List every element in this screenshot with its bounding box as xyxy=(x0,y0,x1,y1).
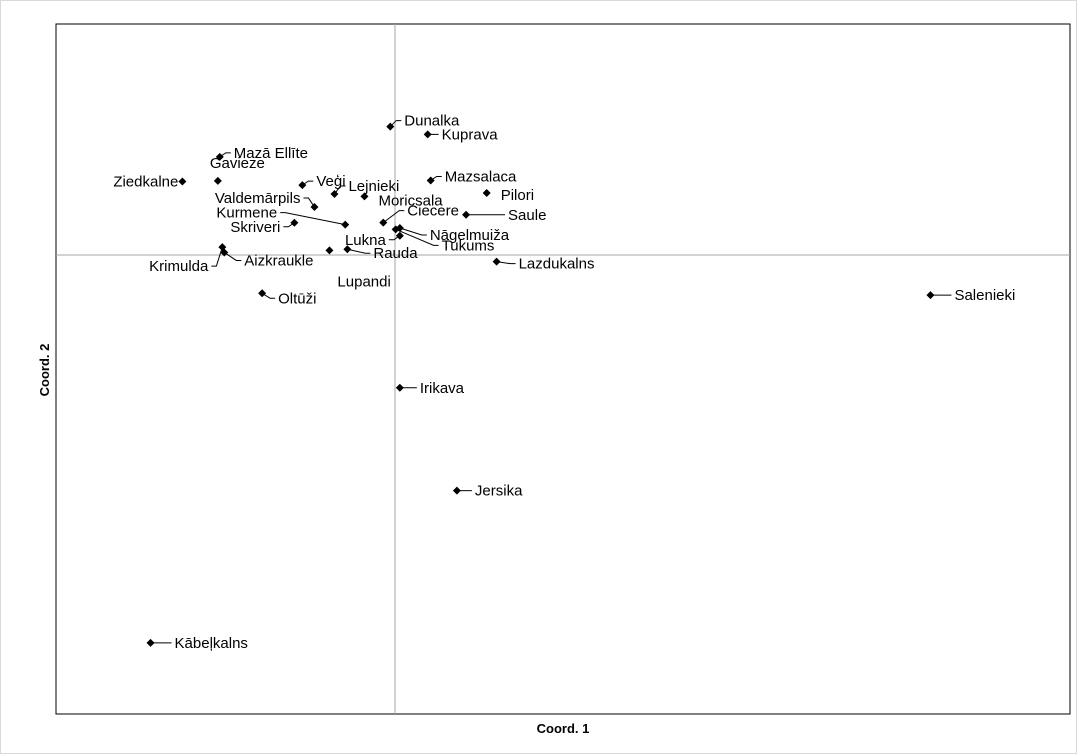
point-label: Kurmene xyxy=(216,205,277,222)
point-label: Aizkraukle xyxy=(244,252,313,269)
plot-area xyxy=(55,23,1071,715)
point-marker xyxy=(213,176,222,185)
point-marker xyxy=(360,192,369,201)
leader-line xyxy=(302,180,314,186)
leader-line xyxy=(430,175,442,181)
leader-line xyxy=(261,292,276,299)
point-label: Mazsalaca xyxy=(445,168,517,185)
point-label: Veģi xyxy=(316,173,345,190)
point-label: Rauda xyxy=(373,245,418,262)
leader-line xyxy=(211,246,223,267)
point-label: Lukna xyxy=(345,232,387,249)
leader-line xyxy=(280,212,346,226)
point-label: Pilori xyxy=(501,187,534,204)
point-label: Lejnieki xyxy=(348,178,399,195)
point-marker xyxy=(482,189,491,198)
point-label: Irikava xyxy=(420,380,465,397)
leader-line xyxy=(389,120,402,127)
point-label: Tukums xyxy=(442,237,495,254)
y-axis-title: Coord. 2 xyxy=(37,344,52,397)
leader-line xyxy=(496,261,516,265)
leader-line xyxy=(399,227,427,236)
leader-line xyxy=(219,152,231,158)
point-label: Kuprava xyxy=(442,126,499,143)
point-label: Ziedkalne xyxy=(113,174,178,191)
point-label: Skriveri xyxy=(230,219,280,236)
point-label: Gavieze xyxy=(210,155,265,172)
x-axis-title: Coord. 1 xyxy=(537,721,590,736)
leader-line xyxy=(347,248,371,254)
leader-line xyxy=(283,222,295,228)
point-label: Valdemārpils xyxy=(215,190,301,207)
point-label: Ciecere xyxy=(407,203,459,220)
point-label: Nāgelmuiža xyxy=(430,227,510,244)
leader-line xyxy=(388,235,401,241)
leader-line xyxy=(224,252,242,261)
point-label: Lupandi xyxy=(337,273,390,290)
leader-line xyxy=(303,197,315,208)
leader-line xyxy=(382,210,405,224)
leader-line xyxy=(334,185,346,195)
point-label: Salenieki xyxy=(954,287,1015,304)
point-marker xyxy=(325,246,334,255)
point-marker xyxy=(178,177,187,186)
point-label: Oltūži xyxy=(278,290,316,307)
point-label: Krimulda xyxy=(149,258,209,275)
point-label: Jersika xyxy=(475,483,523,500)
point-label: Mazā Ellīte xyxy=(234,145,308,162)
leader-line xyxy=(395,228,439,246)
point-label: Kābeļkalns xyxy=(175,635,248,652)
point-label: Lazdukalns xyxy=(519,256,595,273)
point-label: Moricsala xyxy=(378,192,443,209)
point-label: Dunalka xyxy=(404,113,460,130)
point-label: Saule xyxy=(508,207,546,224)
